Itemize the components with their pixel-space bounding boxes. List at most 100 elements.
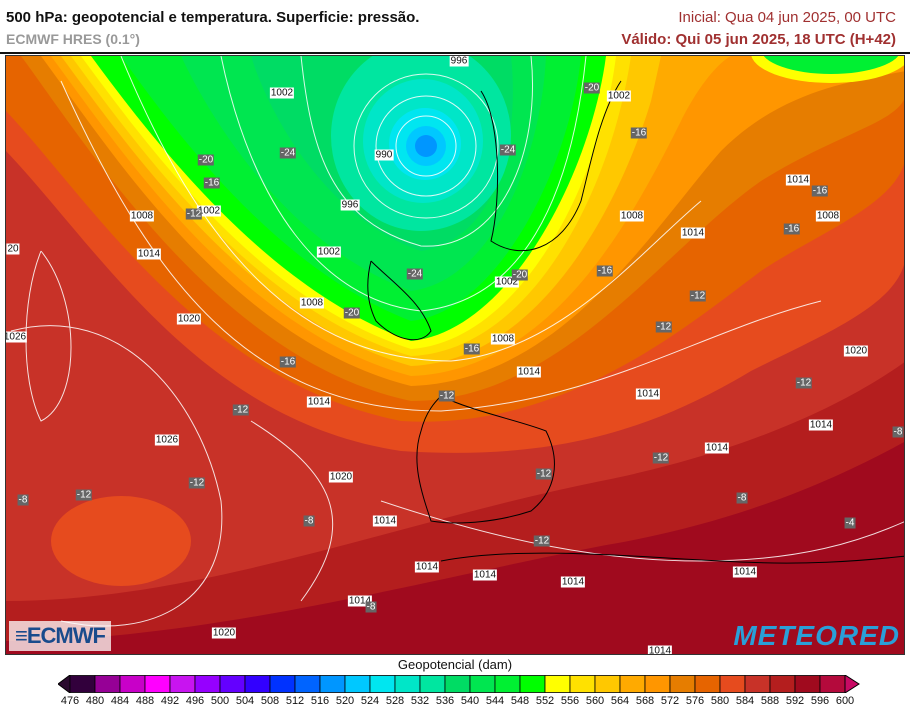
pressure-label: 1008 [299,297,325,309]
pressure-label: 1020 [328,471,354,483]
colorbar-swatch [719,675,746,693]
weather-map[interactable]: 996 1002 1002 990 996 1002 1008 1008 1014 1002 101… [5,55,905,655]
colorbar-tick-label: 504 [235,695,255,707]
colorbar-tick-label: 496 [185,695,205,707]
colorbar-tick-label: 480 [85,695,105,707]
colorbar-swatch [219,675,246,693]
initial-time: Inicial: Qua 04 jun 2025, 00 UTC [678,9,896,26]
temperature-label: -12 [689,290,707,302]
temperature-label: -8 [365,601,377,613]
colorbar-swatch [194,675,221,693]
pressure-label: 1014 [372,515,398,527]
map-title: 500 hPa: geopotencial e temperatura. Sup… [6,9,420,26]
header-divider [0,52,910,54]
temperature-label: -20 [511,269,529,281]
colorbar-swatch [169,675,196,693]
colorbar-swatch [569,675,596,693]
colorbar-swatch [794,675,821,693]
temperature-label: -20 [583,82,601,94]
colorbar-swatch [94,675,121,693]
valid-time: Válido: Qui 05 jun 2025, 18 UTC (H+42) [621,31,896,48]
pressure-label: 1020 [211,627,237,639]
colorbar-tick-label: 524 [360,695,380,707]
colorbar-swatch [419,675,446,693]
colorbar [58,675,860,693]
temperature-label: -12 [652,452,670,464]
colorbar-tick-label: 556 [560,695,580,707]
colorbar-tick-label: 476 [60,695,80,707]
colorbar-tick-label: 600 [835,695,855,707]
colorbar-tick-label: 592 [785,695,805,707]
colorbar-swatch [369,675,396,693]
colorbar-tick-label: 568 [635,695,655,707]
colorbar-swatch [294,675,321,693]
pressure-label: 1014 [136,248,162,260]
pressure-label: 996 [449,55,469,67]
temperature-label: -12 [533,535,551,547]
colorbar-tick-label: 516 [310,695,330,707]
pressure-label: 1026 [6,331,28,343]
pressure-label: 1002 [316,246,342,258]
pressure-label: 1008 [815,210,841,222]
colorbar-tick-label: 520 [335,695,355,707]
model-name: ECMWF HRES (0.1°) [6,31,140,47]
temperature-label: -8 [736,492,748,504]
temperature-label: -12 [188,477,206,489]
pressure-label: 1014 [647,645,673,655]
colorbar-swatch [519,675,546,693]
pressure-label: 1014 [560,576,586,588]
temperature-label: -12 [438,390,456,402]
colorbar-swatch [819,675,846,693]
colorbar-tick-label: 540 [460,695,480,707]
temperature-label: -16 [203,177,221,189]
temperature-label: -4 [844,517,856,529]
colorbar-tick-label: 588 [760,695,780,707]
meteored-logo: METEORED [733,620,900,651]
colorbar-tick-label: 564 [610,695,630,707]
pressure-label: 1008 [129,210,155,222]
temperature-label: -24 [499,144,517,156]
temperature-label: -8 [892,426,904,438]
colorbar-swatch [244,675,271,693]
pressure-label: 1002 [196,205,222,217]
colorbar-tick-label: 576 [685,695,705,707]
pressure-label: 1020 [176,313,202,325]
pressure-label: 1002 [269,87,295,99]
pressure-label: 1014 [635,388,661,400]
temperature-label: -24 [279,147,297,159]
colorbar-tick-label: 528 [385,695,405,707]
pressure-label: 1008 [490,333,516,345]
temperature-label: -16 [596,265,614,277]
pressure-label: 1020 [843,345,869,357]
geopotential-field [6,56,904,654]
temperature-label: -12 [655,321,673,333]
colorbar-tick-label: 536 [435,695,455,707]
colorbar-tick-label: 508 [260,695,280,707]
colorbar-tick-label: 572 [660,695,680,707]
temperature-label: -8 [17,494,29,506]
pressure-label: 1014 [516,366,542,378]
colorbar-swatch [119,675,146,693]
temperature-label: -20 [197,154,215,166]
temperature-label: -12 [535,468,553,480]
pressure-label: 1014 [808,419,834,431]
colorbar-swatch [544,675,571,693]
colorbar-swatch [619,675,646,693]
pressure-label: 1014 [472,569,498,581]
colorbar-swatch [469,675,496,693]
colorbar-tick-label: 544 [485,695,505,707]
temperature-label: -16 [783,223,801,235]
colorbar-tick-label: 580 [710,695,730,707]
temperature-label: -16 [279,356,297,368]
pressure-label: 1002 [606,90,632,102]
pressure-label: 1008 [619,210,645,222]
pressure-label: 1014 [704,442,730,454]
colorbar-tick-label: 492 [160,695,180,707]
colorbar-tick-label: 532 [410,695,430,707]
colorbar-under-arrow [58,675,71,693]
colorbar-tick-label: 500 [210,695,230,707]
pressure-label: 1026 [154,434,180,446]
colorbar-tick-label: 548 [510,695,530,707]
temperature-label: -12 [232,404,250,416]
colorbar-tick-label: 584 [735,695,755,707]
